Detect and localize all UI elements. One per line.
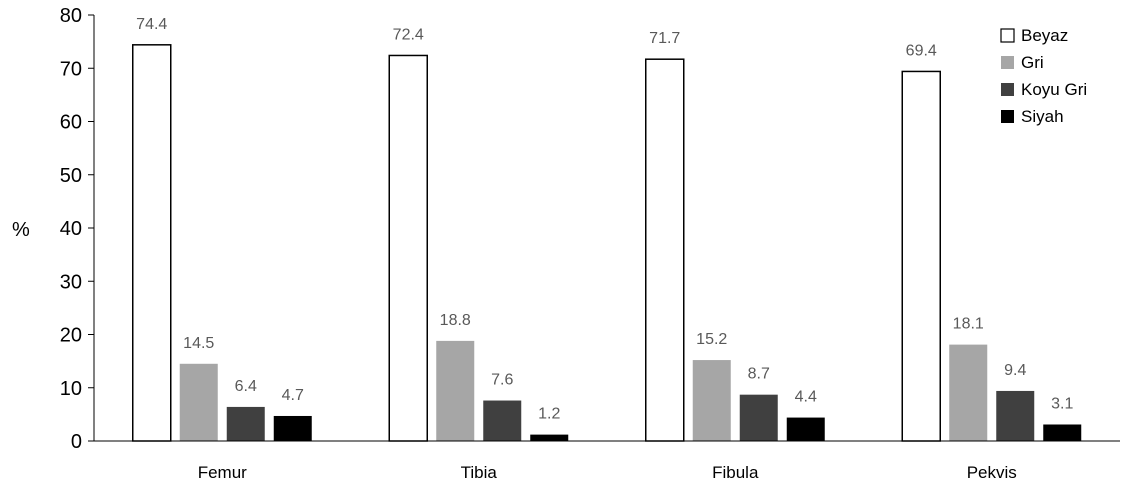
bar-beyaz-femur (132, 44, 172, 442)
legend-swatch (1001, 110, 1014, 123)
x-category-label: Pekvis (967, 463, 1017, 482)
data-label: 4.7 (282, 387, 304, 404)
data-label: 15.2 (696, 331, 727, 348)
y-tick-label: 20 (60, 325, 82, 347)
x-category-label: Femur (198, 463, 247, 482)
y-tick-label: 10 (60, 378, 82, 400)
legend-label: Koyu Gri (1021, 80, 1087, 99)
data-label: 6.4 (235, 378, 257, 395)
y-tick-label: 60 (60, 112, 82, 134)
y-tick-label: 50 (60, 165, 82, 187)
y-tick-label: 40 (60, 218, 82, 240)
data-label: 4.4 (795, 389, 817, 406)
bar-gri-pekvis (949, 344, 988, 441)
bar-siyah-femur (273, 415, 312, 441)
legend-swatch (1000, 28, 1015, 43)
legend: Beyaz Gri Koyu Gri Siyah (1000, 26, 1087, 126)
data-label: 1.2 (538, 406, 560, 423)
bar-gri-tibia (436, 340, 475, 441)
bar-beyaz-fibula (645, 58, 685, 442)
bar-koyu-gri-tibia (483, 400, 522, 441)
legend-label: Beyaz (1021, 26, 1068, 45)
data-label: 3.1 (1051, 395, 1073, 412)
data-label: 74.4 (136, 16, 167, 33)
bar-koyu-gri-pekvis (996, 390, 1035, 441)
bar-siyah-tibia (530, 434, 569, 441)
data-label: 9.4 (1004, 362, 1026, 379)
x-category-label: Fibula (712, 463, 759, 482)
data-label: 72.4 (393, 26, 424, 43)
bar-siyah-fibula (786, 417, 825, 441)
bars (132, 44, 1082, 442)
bar-beyaz-pekvis (901, 70, 941, 442)
legend-label: Siyah (1021, 107, 1064, 126)
data-label: 14.5 (183, 335, 214, 352)
y-tick-label: 80 (60, 5, 82, 27)
data-labels: 74.4 14.5 6.4 4.7 72.4 18.8 7.6 1.2 71.7 15.2 8.7 4… (136, 16, 1073, 423)
y-tick-label: 0 (71, 431, 82, 453)
data-label: 18.1 (953, 316, 984, 333)
bar-beyaz-tibia (388, 54, 428, 442)
bar-gri-fibula (692, 360, 731, 441)
legend-swatch (1001, 83, 1014, 96)
data-label: 71.7 (649, 30, 680, 47)
x-axis-category-labels: Femur Tibia Fibula Pekvis (198, 463, 1017, 482)
y-axis-ticks: 0 10 20 30 40 50 60 70 80 (60, 5, 94, 453)
legend-swatch (1001, 56, 1014, 69)
bar-koyu-gri-femur (226, 406, 265, 441)
legend-label: Gri (1021, 53, 1044, 72)
y-tick-label: 30 (60, 271, 82, 293)
data-label: 8.7 (748, 366, 770, 383)
bar-siyah-pekvis (1043, 424, 1082, 441)
y-tick-label: 70 (60, 58, 82, 80)
bar-gri-femur (179, 363, 218, 441)
data-label: 18.8 (440, 312, 471, 329)
bar-koyu-gri-fibula (739, 394, 778, 441)
x-category-label: Tibia (461, 463, 498, 482)
data-label: 69.4 (906, 42, 937, 59)
data-label: 7.6 (491, 372, 513, 389)
y-axis-label: % (12, 219, 30, 241)
